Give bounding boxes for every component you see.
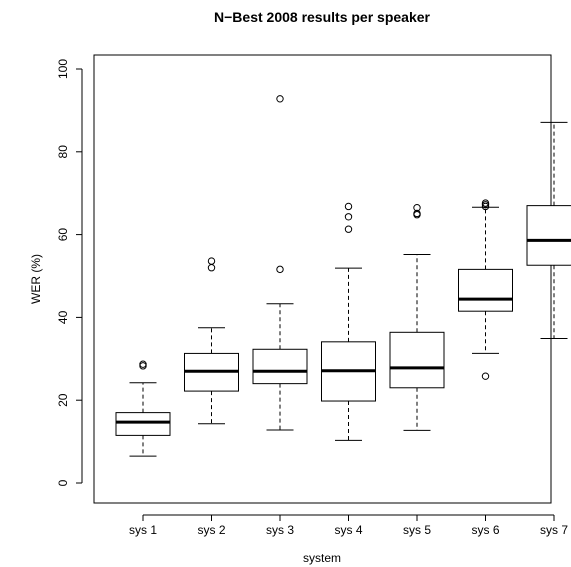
box-body: [252, 348, 308, 385]
x-tick-label: sys 2: [197, 523, 225, 537]
outlier-point: [481, 372, 490, 380]
boxes-group: [115, 95, 571, 457]
x-tick-label: sys 1: [129, 523, 157, 537]
y-tick-label: 100: [56, 59, 70, 79]
plot-frame: [93, 54, 552, 504]
y-tick-label: 60: [56, 228, 70, 242]
y-tick-label: 80: [56, 145, 70, 159]
x-axis-label: system: [303, 551, 341, 565]
box-6: [458, 199, 513, 380]
box-3: [252, 95, 308, 431]
box-4: [321, 202, 376, 441]
box-5: [389, 203, 445, 431]
y-tick-label: 40: [56, 310, 70, 324]
outlier-point: [344, 213, 353, 221]
outlier-point: [207, 257, 216, 265]
chart-title: N−Best 2008 results per speaker: [214, 9, 431, 25]
x-tick-label: sys 5: [403, 523, 431, 537]
x-tick-label: sys 6: [471, 523, 499, 537]
outlier-point: [276, 265, 284, 274]
box-2: [184, 257, 239, 425]
y-tick-label: 0: [56, 479, 70, 486]
outlier-point: [276, 95, 284, 103]
box-7: [526, 121, 571, 340]
x-tick-label: sys 4: [334, 523, 362, 537]
box-body: [458, 268, 513, 312]
outlier-point: [207, 264, 216, 272]
box-body: [115, 412, 171, 436]
outlier-point: [413, 209, 421, 218]
y-axis: 0 20 40 60 80 100: [56, 59, 83, 486]
outlier-point: [344, 202, 353, 211]
box-1: [115, 360, 171, 457]
y-tick-label: 20: [56, 393, 70, 407]
x-tick-label: sys 7: [540, 523, 568, 537]
box-body: [389, 331, 445, 389]
box-body: [526, 205, 571, 266]
outlier-point: [413, 203, 421, 212]
y-axis-label: WER (%): [29, 254, 43, 304]
outlier-point: [344, 225, 353, 233]
outlier-point: [139, 360, 147, 368]
x-tick-label: sys 3: [266, 523, 294, 537]
x-axis: sys 1 sys 2 sys 3 sys 4 sys 5 sys 6 sys 7: [129, 514, 568, 537]
outlier-point: [481, 199, 490, 207]
